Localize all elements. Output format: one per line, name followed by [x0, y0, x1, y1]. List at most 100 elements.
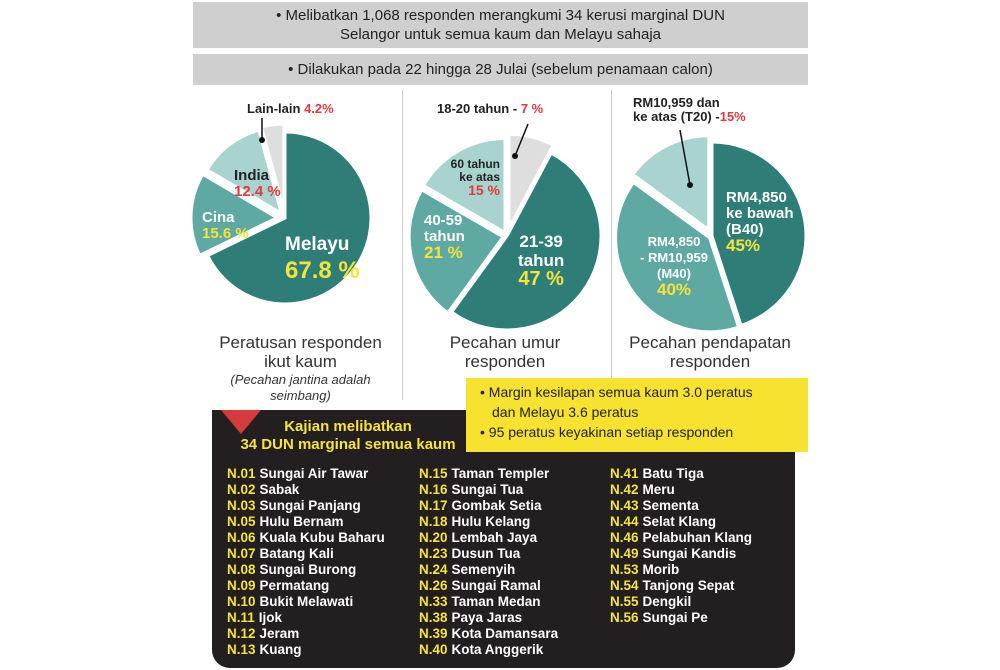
- dun-code: N.54: [610, 578, 639, 593]
- pie-slice-18-20-tahun: [507, 132, 556, 229]
- red-triangle: [221, 410, 261, 434]
- dun-name: Bukit Melawati: [259, 594, 354, 609]
- pie-slice-rm10-959-dan-ke-atas-t20-: [630, 134, 711, 233]
- dun-name: Permatang: [259, 578, 330, 593]
- dun-name: Sungai Tua: [451, 482, 524, 497]
- dun-item: N.06 Kuala Kubu Baharu: [227, 530, 385, 546]
- dun-name: Hulu Bernam: [259, 514, 344, 529]
- label-t20: RM10,959 dan ke atas (T20) -15%: [633, 95, 746, 124]
- dun-name: Kuala Kubu Baharu: [259, 530, 385, 545]
- dun-code: N.26: [419, 578, 448, 593]
- caption-kaum: Peratusan responden ikut kaum: [219, 333, 382, 371]
- dun-code: N.43: [610, 498, 639, 513]
- dun-code: N.13: [227, 642, 256, 657]
- note-confidence: • 95 peratus keyakinan setiap responden: [480, 424, 734, 440]
- dun-name: Taman Medan: [451, 594, 541, 609]
- dun-item: N.53 Morib: [610, 562, 752, 578]
- dun-name: Taman Templer: [451, 466, 550, 481]
- dun-code: N.07: [227, 546, 256, 561]
- dun-code: N.16: [419, 482, 448, 497]
- dun-code: N.40: [419, 642, 448, 657]
- dun-name: Sungai Ramal: [451, 578, 541, 593]
- dun-code: N.56: [610, 610, 639, 625]
- dun-name: Hulu Kelang: [451, 514, 531, 529]
- pie-slice-rm4-850-rm10-959-m40-: [614, 180, 741, 334]
- dun-code: N.12: [227, 626, 256, 641]
- dun-item: N.05 Hulu Bernam: [227, 514, 385, 530]
- dun-code: N.38: [419, 610, 448, 625]
- dun-name: Sungai Pe: [642, 610, 708, 625]
- caption-pendapatan: Pecahan pendapatan responden: [629, 333, 791, 371]
- dun-item: N.13 Kuang: [227, 642, 385, 658]
- dun-name: Semenyih: [451, 562, 516, 577]
- label-60-plus: 60 tahun ke atas 15 %: [450, 157, 500, 198]
- dun-name: Sementa: [642, 498, 699, 513]
- dun-code: N.39: [419, 626, 448, 641]
- pointer-dot: [687, 182, 693, 188]
- pie-slice-60-tahun-ke-atas: [421, 137, 507, 236]
- dun-code: N.09: [227, 578, 256, 593]
- dun-name: Tanjong Sepat: [642, 578, 735, 593]
- dun-name: Sungai Kandis: [642, 546, 737, 561]
- dun-code: N.44: [610, 514, 639, 529]
- dun-name: Dengkil: [642, 594, 692, 609]
- dun-name: Pelabuhan Klang: [642, 530, 753, 545]
- dun-item: N.33 Taman Medan: [419, 594, 558, 610]
- pointer-dot: [259, 137, 265, 143]
- pie-slice-rm4-850-ke-bawah-b40-: [710, 140, 808, 328]
- dun-name: Sungai Panjang: [259, 498, 361, 513]
- dun-name: Lembah Jaya: [451, 530, 538, 545]
- caption-note: (Pecahan jantina adalah seimbang): [230, 372, 371, 403]
- dun-item: N.09 Permatang: [227, 578, 385, 594]
- dun-item: N.01 Sungai Air Tawar: [227, 466, 385, 482]
- label-cina: Cina 15.6 %: [202, 209, 249, 242]
- dun-item: N.20 Lembah Jaya: [419, 530, 558, 546]
- pie-slice-melayu: [205, 130, 373, 306]
- dun-item: N.15 Taman Templer: [419, 466, 558, 482]
- dun-code: N.01: [227, 466, 256, 481]
- dun-name: Kuang: [259, 642, 302, 657]
- dun-item: N.42 Meru: [610, 482, 752, 498]
- pie-slice-cina: [189, 172, 281, 258]
- dun-code: N.11: [227, 610, 255, 625]
- dun-item: N.44 Selat Klang: [610, 514, 752, 530]
- divider: [611, 90, 612, 380]
- dun-name: Ijok: [258, 610, 283, 625]
- dun-name: Batang Kali: [259, 546, 334, 561]
- header-band-2: • Dilakukan pada 22 hingga 28 Julai (seb…: [193, 54, 808, 85]
- dun-item: N.12 Jeram: [227, 626, 385, 642]
- dun-name: Sungai Burong: [259, 562, 357, 577]
- dun-item: N.07 Batang Kali: [227, 546, 385, 562]
- pie-slice-india: [205, 128, 284, 217]
- label-india: India 12.4 %: [234, 167, 281, 200]
- dun-item: N.16 Sungai Tua: [419, 482, 558, 498]
- dun-code: N.42: [610, 482, 639, 497]
- dun-name: Batu Tiga: [642, 466, 704, 481]
- pointer-line: [679, 129, 691, 186]
- dun-code: N.10: [227, 594, 256, 609]
- dun-code: N.55: [610, 594, 639, 609]
- pointer-line: [514, 123, 529, 157]
- dun-code: N.18: [419, 514, 448, 529]
- dun-name: Morib: [642, 562, 680, 577]
- dun-item: N.11 Ijok: [227, 610, 385, 626]
- caption-umur: Pecahan umur responden: [449, 333, 561, 371]
- dun-name: Jeram: [259, 626, 300, 641]
- dun-name: Gombak Setia: [451, 498, 542, 513]
- dun-item: N.08 Sungai Burong: [227, 562, 385, 578]
- dun-item: N.49 Sungai Kandis: [610, 546, 752, 562]
- dun-column: N.41 Batu Tiga N.42 Meru N.43 Sementa N.44 Sela…: [610, 466, 752, 626]
- dun-name: Kota Damansara: [451, 626, 559, 641]
- dun-item: N.40 Kota Anggerik: [419, 642, 558, 658]
- dun-code: N.23: [419, 546, 448, 561]
- dun-item: N.03 Sungai Panjang: [227, 498, 385, 514]
- dun-list-box: [212, 410, 795, 668]
- dun-item: N.10 Bukit Melawati: [227, 594, 385, 610]
- pie-slice-21-39-tahun: [449, 150, 603, 332]
- dun-code: N.49: [610, 546, 639, 561]
- dun-item: N.26 Sungai Ramal: [419, 578, 558, 594]
- dun-item: N.54 Tanjong Sepat: [610, 578, 752, 594]
- dun-item: N.02 Sabak: [227, 482, 385, 498]
- label-melayu: Melayu 67.8 %: [285, 234, 360, 284]
